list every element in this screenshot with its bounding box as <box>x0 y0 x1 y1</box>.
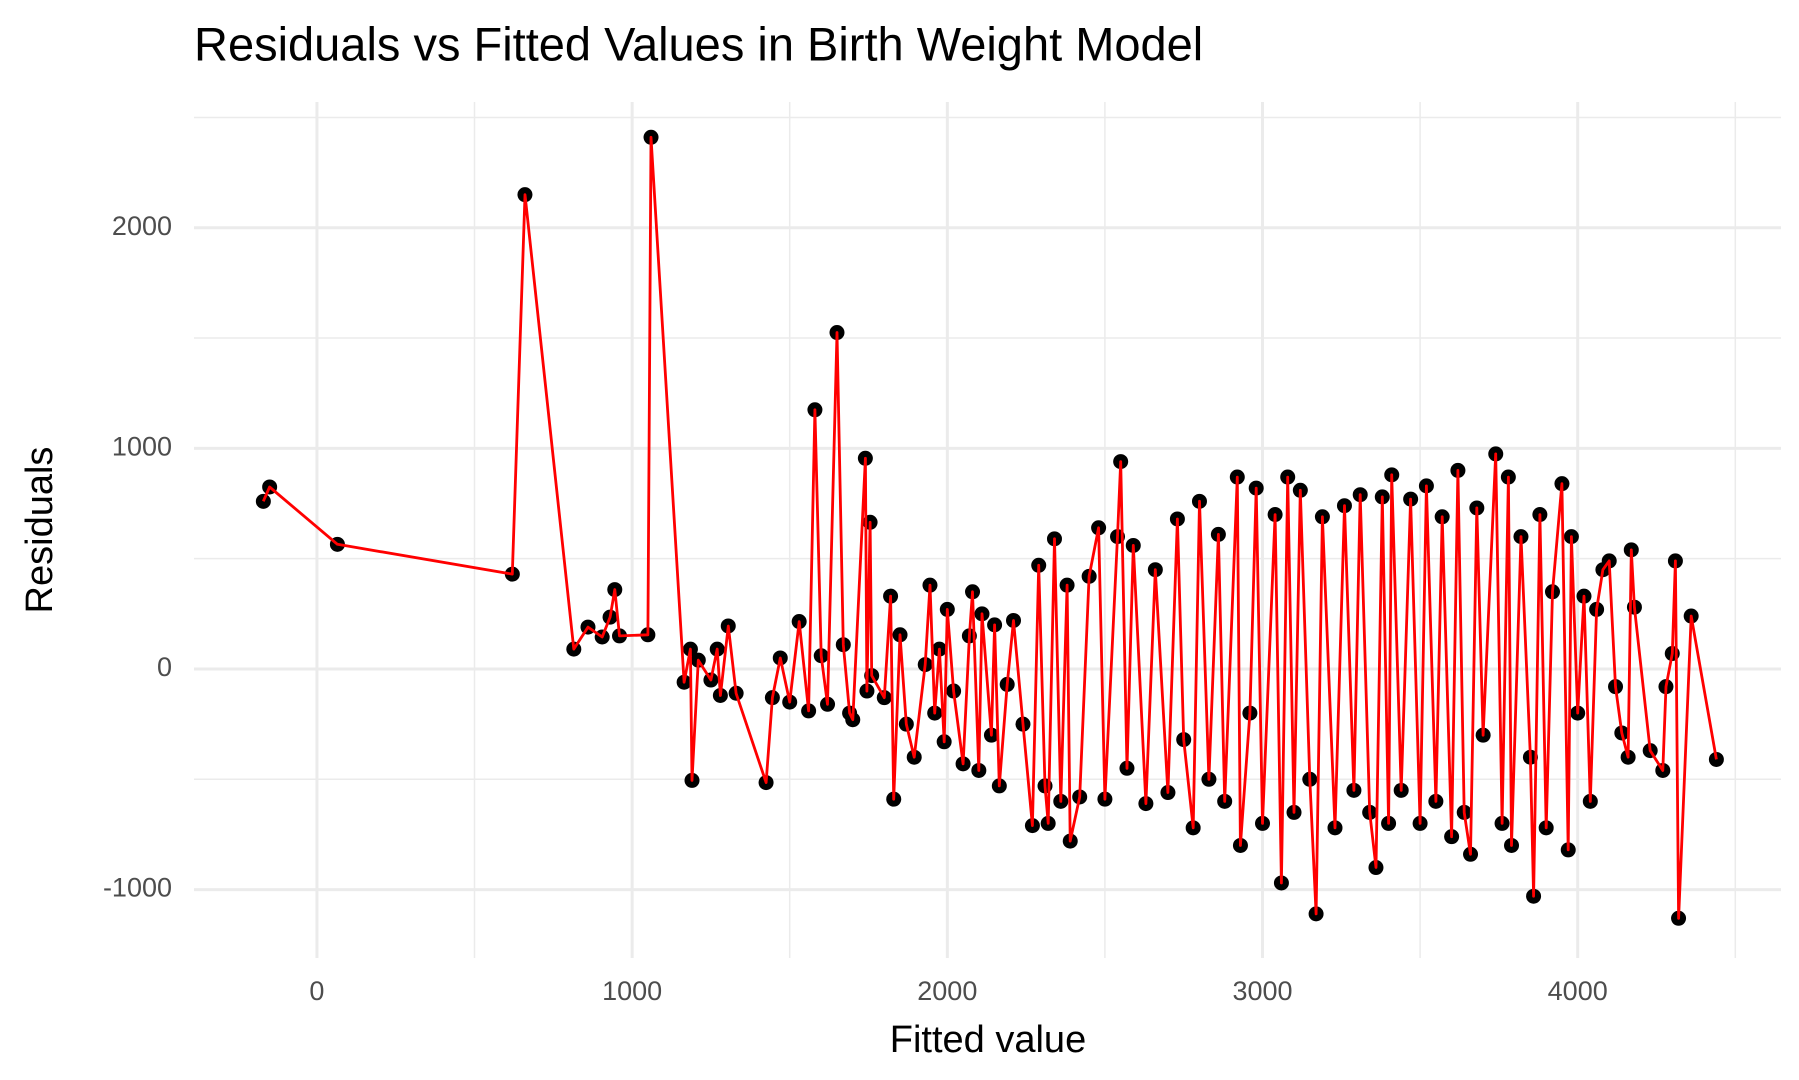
x-axis-title: Fitted value <box>890 1019 1086 1061</box>
x-tick-label: 0 <box>309 976 324 1006</box>
y-tick-label: -1000 <box>103 873 172 903</box>
x-tick-label: 2000 <box>917 976 977 1006</box>
chart-title: Residuals vs Fitted Values in Birth Weig… <box>194 17 1203 70</box>
point <box>255 493 271 509</box>
x-tick-label: 4000 <box>1548 976 1608 1006</box>
x-tick-label: 1000 <box>602 976 662 1006</box>
lines <box>262 135 1718 920</box>
y-axis-title: Residuals <box>19 447 61 614</box>
y-tick-label: 1000 <box>112 431 172 461</box>
residual-line <box>262 135 1718 920</box>
y-tick-label: 2000 <box>112 211 172 241</box>
x-tick-label: 3000 <box>1232 976 1292 1006</box>
y-tick-label: 0 <box>157 652 172 682</box>
point <box>1708 751 1724 767</box>
